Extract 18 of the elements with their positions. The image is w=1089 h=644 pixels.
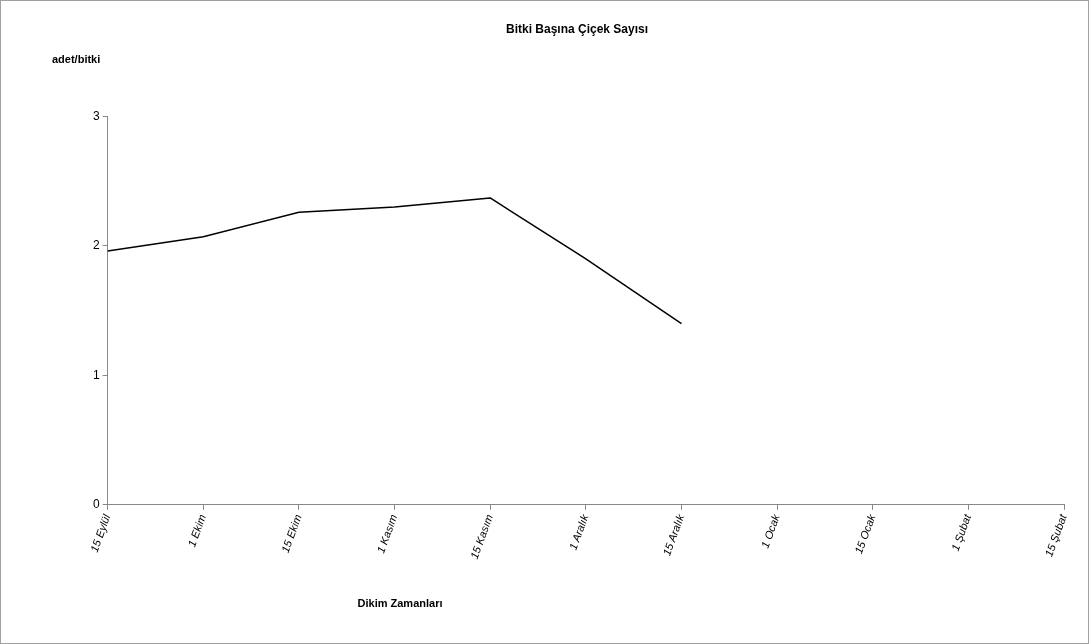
x-axis-title: Dikim Zamanları [357, 597, 443, 610]
x-tick-label: 1 Ekim [185, 512, 209, 549]
x-tick-label: 15 Aralık [660, 512, 687, 558]
x-tick-label: 1 Kasım [374, 512, 400, 555]
y-tick-label: 2 [92, 238, 100, 253]
x-tick-label: 15 Kasım [467, 512, 495, 561]
y-tick-label: 3 [92, 108, 100, 123]
y-axis-title: adet/bitki [52, 53, 101, 66]
x-tick-label: 15 Ocak [852, 512, 878, 556]
y-tick-label: 1 [92, 367, 100, 382]
x-tick-label: 15 Ekim [278, 512, 304, 555]
x-tick-label: 15 Şubat [1042, 511, 1070, 559]
x-tick-label: 1 Ocak [758, 512, 783, 550]
x-tick-label: 1 Şubat [948, 511, 974, 553]
x-tick-label: 1 Aralık [566, 512, 591, 552]
chart-title: Bitki Başına Çiçek Sayısı [505, 21, 649, 36]
y-tick-label: 0 [92, 497, 100, 512]
x-tick-label: 15 Eylül [87, 512, 113, 554]
